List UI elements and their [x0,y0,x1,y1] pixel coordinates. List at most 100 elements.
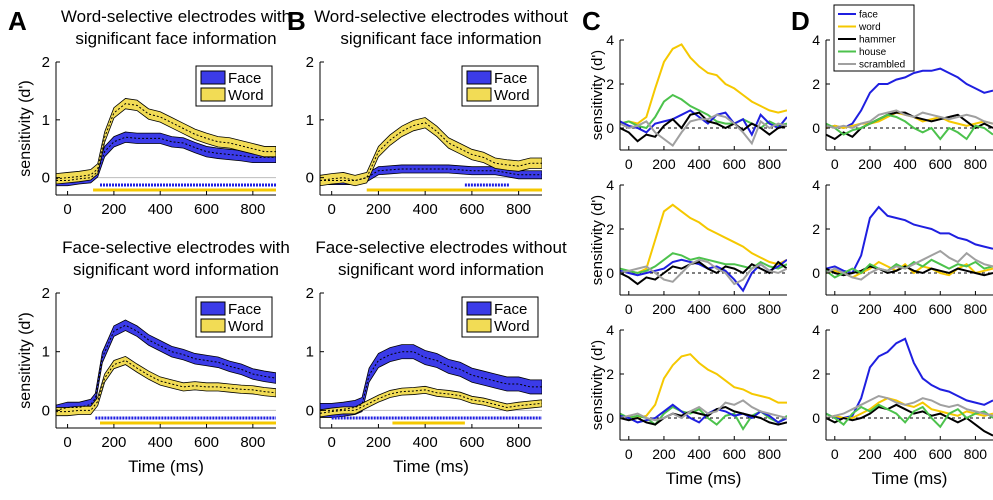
plot-area [320,117,542,187]
y-tick-label: 0 [606,410,614,426]
chart-title: significant word information [73,260,279,279]
x-tick-label: 600 [723,446,747,462]
x-tick-label: 400 [893,301,917,317]
series-line-face [826,67,993,130]
series-line-word [320,122,542,182]
x-tick-label: 200 [366,434,391,451]
x-tick-label: 600 [723,301,747,317]
x-tick-label: 200 [366,201,391,218]
legend-swatch-face [200,301,226,316]
band-face [320,344,542,418]
y-axis-label: sensitivity (d') [589,340,606,430]
legend-label-word: Word [228,318,264,335]
plot-area [620,203,787,293]
band-word [320,117,542,187]
series-line-hammer [826,403,993,437]
band-word [320,385,542,418]
x-tick-label: 800 [506,201,531,218]
legend-label-hammer: hammer [859,35,896,46]
legend-label-word: Word [494,318,530,335]
y-tick-label: 4 [606,322,614,338]
x-tick-label: 600 [929,156,953,172]
y-tick-label: 2 [306,54,314,71]
plot-area [620,353,787,431]
x-tick-label: 800 [240,201,265,218]
plot-area [320,344,542,418]
legend-swatch-word [466,318,492,333]
x-tick-label: 600 [459,201,484,218]
y-tick-label: 0 [42,402,50,419]
series-line-word [620,203,787,275]
legend-label-house: house [859,47,887,58]
y-tick-label: 1 [42,344,50,361]
x-tick-label: 400 [148,201,173,218]
series-line-hammer [620,260,787,286]
chart-a2: 0 200 400 600 800 0 1 2 Face-selective electrode… [17,238,290,476]
series-line-scrambled [620,399,787,422]
y-tick-label: 0 [306,170,314,187]
y-axis-label: sensitivity (d') [589,50,606,140]
x-axis-label: Time (ms) [872,469,948,488]
y-tick-label: 0 [306,402,314,419]
band-word [56,355,276,417]
panel-letter-b: B [287,6,306,36]
x-tick-label: 800 [240,434,265,451]
legend-swatch-word [200,318,226,333]
chart-title: Word-selective electrodes with [61,7,291,26]
y-tick-label: 2 [812,221,820,237]
y-tick-label: 0 [812,120,820,136]
y-tick-label: 0 [42,170,50,187]
chart-title: Word-selective electrodes without [314,7,568,26]
y-axis-label: sensitivity (d') [17,312,34,408]
x-tick-label: 0 [63,201,71,218]
legend-label-word: Word [228,87,264,104]
chart-title: Face-selective electrodes without [315,238,567,257]
x-tick-label: 800 [758,156,782,172]
y-tick-label: 0 [812,265,820,281]
series-line-word [320,389,542,414]
legend-label-word: word [858,22,881,33]
x-tick-label: 800 [758,301,782,317]
legend-swatch-word [200,87,226,102]
x-tick-label: 200 [101,201,126,218]
band-face [56,131,276,187]
x-tick-label: 400 [687,156,711,172]
series-line-hammer [826,265,993,277]
chart-title: significant face information [340,29,541,48]
band-word [56,98,276,185]
series-line-word [56,103,276,180]
chart-b1: 0 200 400 600 800 0 1 2 Word-selective electrode… [306,7,569,218]
y-tick-label: 2 [812,366,820,382]
x-tick-label: 0 [831,446,839,462]
plot-area [826,205,993,281]
y-tick-label: 4 [812,177,820,193]
plot-area [56,98,276,187]
x-tick-label: 200 [652,156,676,172]
y-tick-label: 1 [306,112,314,129]
x-tick-label: 0 [831,156,839,172]
x-tick-label: 0 [328,201,336,218]
x-tick-label: 800 [506,434,531,451]
series-line-face [620,109,787,137]
series-line-face [826,205,993,275]
x-tick-label: 800 [964,156,988,172]
legend-swatch-face [200,70,226,85]
x-tick-label: 0 [63,434,71,451]
y-tick-label: 4 [606,32,614,48]
x-tick-label: 200 [858,156,882,172]
legend-label-face: Face [228,70,261,87]
chart-title: Face-selective electrodes with [62,238,290,257]
legend-label-face: Face [494,301,527,318]
x-tick-label: 800 [964,446,988,462]
x-axis-label: Time (ms) [393,457,469,476]
x-tick-label: 200 [858,301,882,317]
x-tick-label: 600 [194,434,219,451]
x-tick-label: 400 [893,446,917,462]
